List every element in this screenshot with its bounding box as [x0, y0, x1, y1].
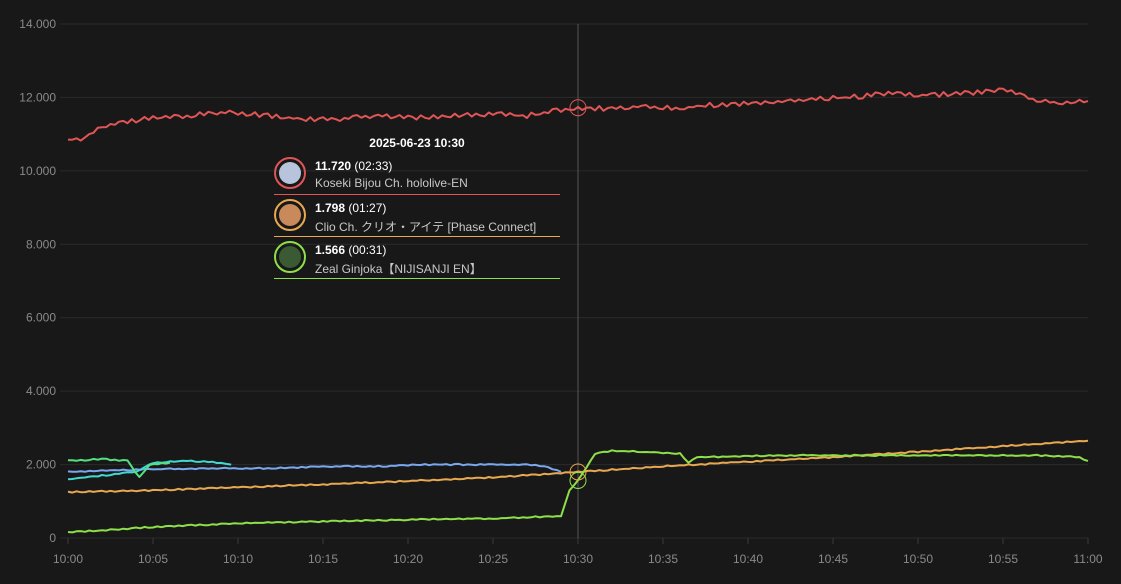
x-axis-tick-labels: 10:00 10:05 10:10 10:15 10:20 10:25 10:30 10:35…: [53, 552, 1103, 566]
y-tick-label: 2.000: [26, 458, 56, 472]
series-point-marker: [569, 99, 587, 117]
x-tick-label: 10:05: [138, 552, 168, 566]
x-tick-label: 10:35: [648, 552, 678, 566]
x-tick-label: 10:55: [988, 552, 1018, 566]
channel-avatar: [274, 199, 306, 231]
series-point-marker: [569, 463, 587, 481]
tooltip-title: 2025-06-23 10:30: [369, 136, 465, 150]
x-tick-label: 10:45: [818, 552, 848, 566]
tooltip-duration: (02:33): [354, 159, 393, 173]
tooltip-row: 1.798 (01:27) Clio Ch. クリオ・アイテ [Phase Co…: [274, 198, 560, 237]
x-tick-label: 10:25: [478, 552, 508, 566]
tooltip-value: 1.798: [315, 201, 346, 215]
x-tick-label: 10:10: [223, 552, 253, 566]
x-tick-label: 10:20: [393, 552, 423, 566]
channel-avatar: [274, 157, 306, 189]
chart-tooltip: 2025-06-23 10:30 11.720 (02:33) Koseki B…: [274, 134, 560, 282]
gridlines: [60, 23, 1089, 544]
x-tick-label: 10:30: [563, 552, 593, 566]
tooltip-value: 11.720: [315, 159, 352, 173]
x-tick-label: 11:00: [1073, 552, 1102, 566]
cursor-markers: [569, 99, 587, 490]
tooltip-duration: (01:27): [348, 201, 387, 215]
x-tick-label: 10:00: [53, 552, 83, 566]
x-tick-label: 10:15: [308, 552, 338, 566]
y-tick-label: 6.000: [26, 311, 56, 325]
tooltip-channel-name: Koseki Bijou Ch. hololive-EN: [315, 176, 468, 190]
tooltip-channel-name: Clio Ch. クリオ・アイテ [Phase Connect]: [315, 220, 537, 234]
series-line: [68, 457, 171, 478]
series-line: [67, 87, 1089, 142]
tooltip-row: 1.566 (00:31) Zeal Ginjoka【NIJISANJI EN】: [274, 240, 560, 279]
y-tick-label: 14.000: [19, 17, 56, 31]
y-axis-tick-labels: 0 2.000 4.000 6.000 8.000 10.000 12.000 14.000: [19, 17, 56, 545]
y-tick-label: 0: [49, 531, 56, 545]
x-tick-label: 10:50: [903, 552, 933, 566]
series-line: [67, 462, 562, 473]
y-tick-label: 8.000: [26, 237, 56, 251]
y-tick-label: 4.000: [26, 384, 56, 398]
tooltip-duration: (00:31): [348, 243, 387, 257]
y-tick-label: 10.000: [19, 164, 56, 178]
tooltip-row: 11.720 (02:33) Koseki Bijou Ch. hololive…: [274, 156, 560, 195]
series-point-marker: [569, 472, 587, 490]
tooltip-channel-name: Zeal Ginjoka【NIJISANJI EN】: [315, 262, 482, 276]
channel-avatar: [274, 241, 306, 273]
y-tick-label: 12.000: [19, 90, 56, 104]
series-line: [67, 439, 1089, 494]
tooltip-value: 1.566: [315, 243, 346, 257]
x-tick-label: 10:40: [733, 552, 763, 566]
